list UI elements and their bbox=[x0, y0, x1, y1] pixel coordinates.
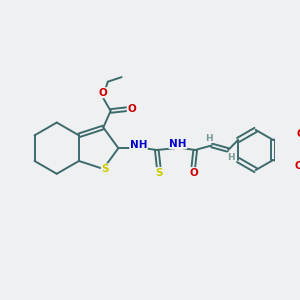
Text: S: S bbox=[101, 164, 109, 174]
Text: S: S bbox=[155, 168, 162, 178]
Text: O: O bbox=[189, 168, 198, 178]
Text: NH: NH bbox=[169, 139, 187, 148]
Text: O: O bbox=[294, 161, 300, 172]
Text: O: O bbox=[127, 104, 136, 114]
Text: O: O bbox=[296, 128, 300, 139]
Text: NH: NH bbox=[130, 140, 147, 149]
Text: H: H bbox=[205, 134, 213, 142]
Text: O: O bbox=[99, 88, 108, 98]
Text: H: H bbox=[227, 153, 235, 162]
